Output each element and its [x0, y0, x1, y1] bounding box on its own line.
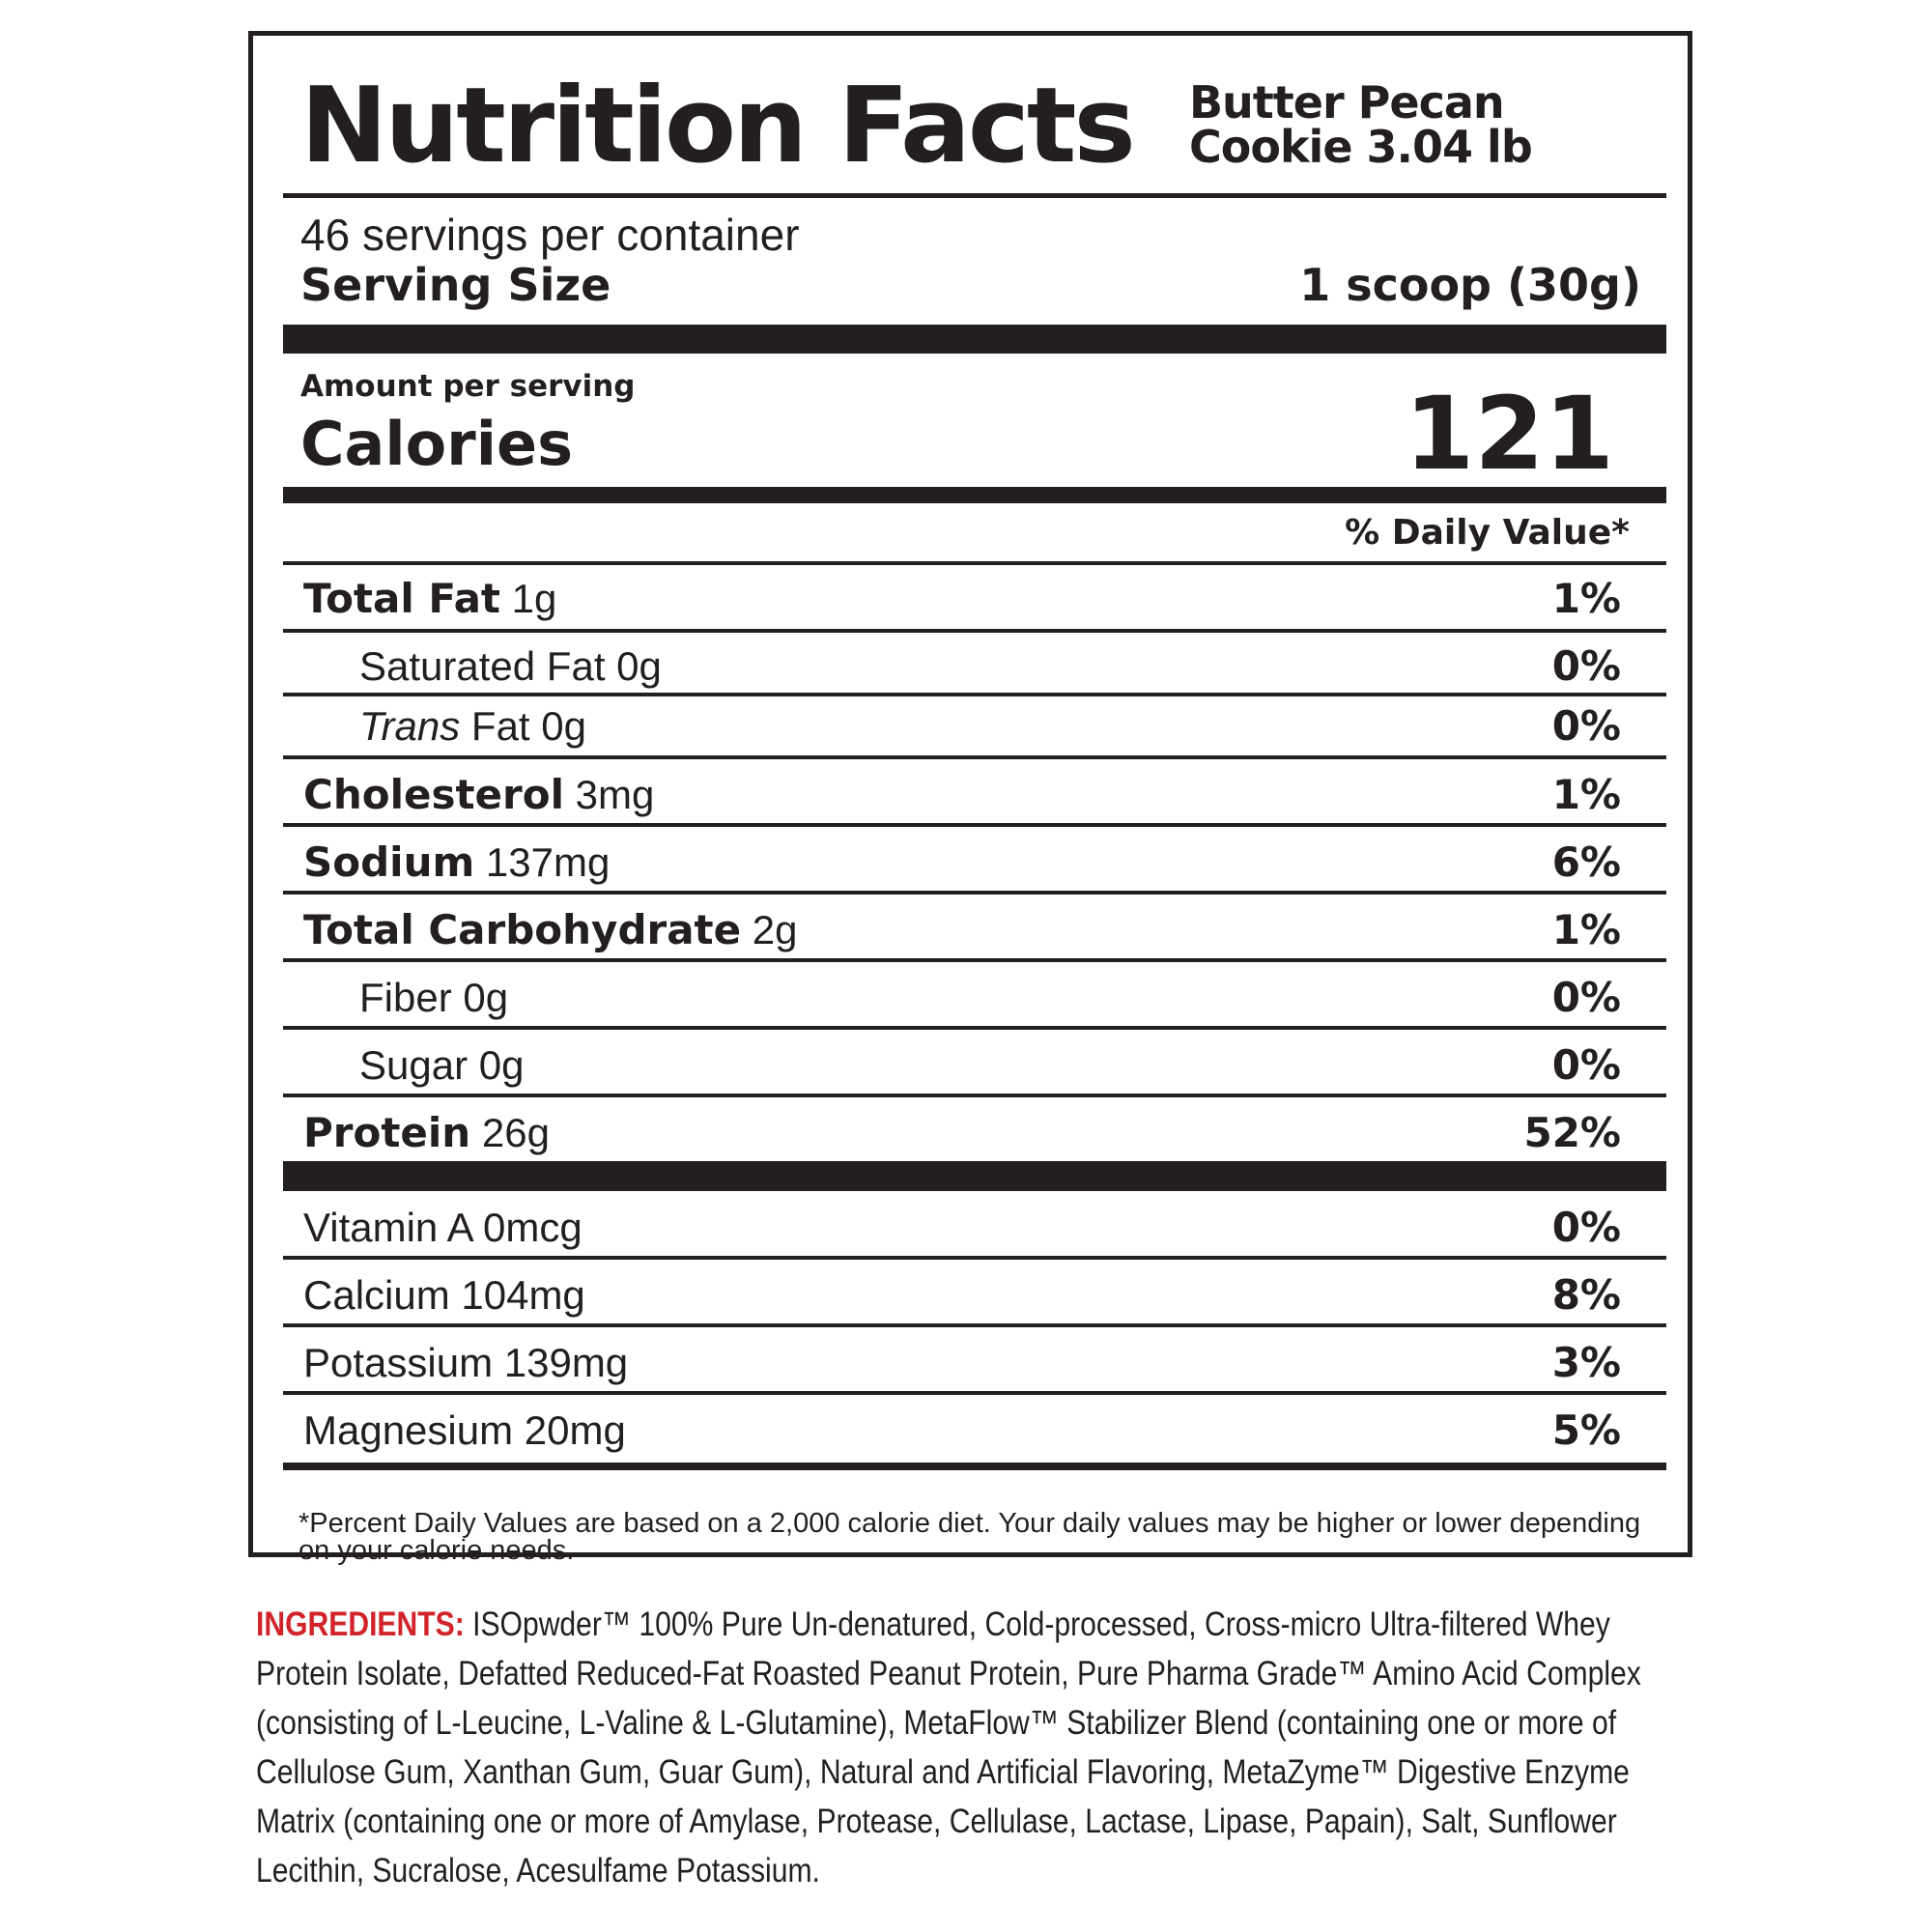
- row-divider: [283, 958, 1666, 962]
- row-divider: [283, 561, 1666, 565]
- nutrient-row-sodium: Sodium 137mg 6%: [283, 827, 1666, 891]
- divider-medium: [283, 1463, 1666, 1470]
- nutrient-daily-value: 1%: [1551, 575, 1621, 622]
- nutrient-row-total-fat: Total Fat 1g 1%: [283, 565, 1666, 627]
- row-divider: [283, 755, 1666, 759]
- nutrient-row-trans-fat: Trans Fat 0g 0%: [283, 696, 1666, 754]
- vitamin-row-potassium: Potassium 139mg 3%: [283, 1327, 1666, 1391]
- nutrient-row-cholesterol: Cholesterol 3mg 1%: [283, 759, 1666, 823]
- row-divider: [283, 1094, 1666, 1097]
- nutrient-name: Fiber 0g: [359, 975, 509, 1020]
- row-divider: [283, 1391, 1666, 1395]
- row-divider: [283, 1323, 1666, 1327]
- divider-thick: [283, 325, 1666, 354]
- vitamin-row-vitamin-a: Vitamin A 0mcg 0%: [283, 1191, 1666, 1256]
- nutrient-row-saturated-fat: Saturated Fat 0g 0%: [283, 633, 1666, 695]
- calories-value: 121: [1404, 375, 1614, 493]
- serving-size-label: Serving Size: [300, 259, 611, 311]
- amount-per-serving-label: Amount per serving: [300, 369, 636, 404]
- nutrient-daily-value: 52%: [1523, 1109, 1621, 1156]
- daily-value-header: % Daily Value*: [1345, 513, 1630, 553]
- nutrient-daily-value: 6%: [1551, 838, 1621, 886]
- nutrient-daily-value: 0%: [1551, 974, 1621, 1021]
- vitamin-daily-value: 5%: [1551, 1406, 1621, 1454]
- row-divider: [283, 1026, 1666, 1030]
- nutrient-name: Total Carbohydrate 2g: [303, 906, 798, 953]
- divider-medium: [283, 487, 1666, 503]
- divider-thick: [283, 1161, 1666, 1191]
- nutrient-row-total-carbohydrate: Total Carbohydrate 2g 1%: [283, 895, 1666, 958]
- ingredients-statement: INGREDIENTS: ISOpwder™ 100% Pure Un-dena…: [256, 1600, 1706, 1895]
- nutrient-daily-value: 0%: [1551, 702, 1621, 750]
- vitamin-daily-value: 3%: [1551, 1339, 1621, 1386]
- servings-per-container: 46 servings per container: [300, 210, 800, 260]
- row-divider: [283, 1256, 1666, 1260]
- divider-thin: [283, 193, 1666, 198]
- vitamin-daily-value: 0%: [1551, 1204, 1621, 1251]
- nutrient-daily-value: 1%: [1551, 771, 1621, 818]
- calories-label: Calories: [300, 409, 573, 479]
- serving-size-value: 1 scoop (30g): [1299, 259, 1641, 311]
- vitamin-name: Magnesium 20mg: [303, 1407, 626, 1453]
- nutrient-row-fiber: Fiber 0g 0%: [283, 962, 1666, 1026]
- daily-value-footnote: *Percent Daily Values are based on a 2,0…: [298, 1508, 1641, 1566]
- nutrient-name: Cholesterol 3mg: [303, 771, 655, 818]
- row-divider: [283, 891, 1666, 895]
- nutrient-name: Protein 26g: [303, 1109, 550, 1156]
- row-divider: [283, 629, 1666, 633]
- vitamin-name: Calcium 104mg: [303, 1272, 585, 1318]
- flavor-line-2: Cookie 3.04 lb: [1189, 121, 1533, 173]
- ingredients-text: ISOpwder™ 100% Pure Un-denatured, Cold-p…: [256, 1605, 1641, 1889]
- vitamin-row-calcium: Calcium 104mg 8%: [283, 1260, 1666, 1323]
- product-flavor: Butter Pecan Cookie 3.04 lb: [1189, 76, 1533, 173]
- vitamin-name: Potassium 139mg: [303, 1340, 629, 1385]
- nutrient-name: Trans Fat 0g: [359, 703, 586, 749]
- vitamin-daily-value: 8%: [1551, 1271, 1621, 1319]
- ingredients-label: INGREDIENTS:: [256, 1605, 465, 1643]
- row-divider: [283, 823, 1666, 827]
- nutrient-daily-value: 1%: [1551, 906, 1621, 953]
- row-divider: [283, 693, 1666, 696]
- nutrient-name: Saturated Fat 0g: [359, 643, 662, 689]
- nutrient-name: Total Fat 1g: [303, 575, 557, 622]
- vitamin-name: Vitamin A 0mcg: [303, 1205, 582, 1250]
- nutrition-facts-panel: Nutrition Facts Butter Pecan Cookie 3.04…: [248, 31, 1692, 1565]
- nutrient-name: Sugar 0g: [359, 1042, 525, 1088]
- nutrient-row-protein: Protein 26g 52%: [283, 1097, 1666, 1161]
- nutrient-name: Sodium 137mg: [303, 838, 611, 886]
- panel-title: Nutrition Facts: [300, 66, 1136, 186]
- nutrient-daily-value: 0%: [1551, 1041, 1621, 1089]
- vitamin-row-magnesium: Magnesium 20mg 5%: [283, 1395, 1666, 1459]
- nutrient-row-sugar: Sugar 0g 0%: [283, 1030, 1666, 1094]
- nutrient-daily-value: 0%: [1551, 642, 1621, 690]
- flavor-line-1: Butter Pecan: [1189, 76, 1505, 128]
